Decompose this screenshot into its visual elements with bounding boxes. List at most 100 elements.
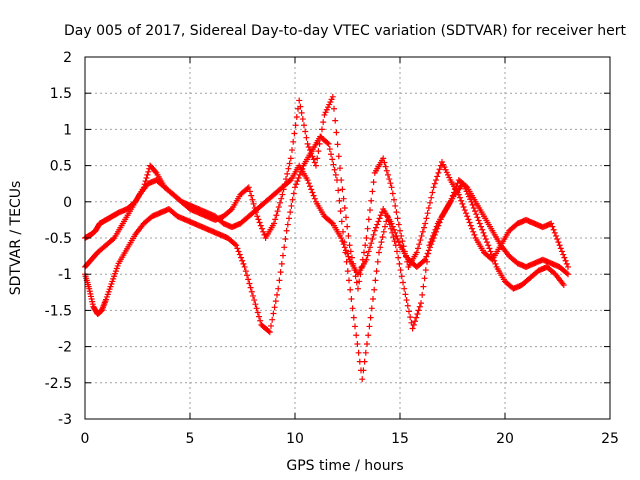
data-point: [458, 197, 465, 204]
data-point: [377, 244, 384, 251]
data-point: [301, 122, 307, 129]
data-point: [367, 314, 374, 321]
data-point: [470, 205, 477, 212]
data-point: [269, 316, 276, 323]
data-point: [363, 256, 370, 263]
data-point: [326, 146, 333, 153]
data-point: [305, 180, 312, 187]
data-point: [309, 153, 316, 160]
data-point: [332, 171, 339, 178]
data-point: [369, 236, 376, 243]
data-point: [252, 301, 259, 308]
data-point: [304, 177, 311, 184]
data-point: [292, 184, 298, 191]
data-point: [275, 285, 282, 292]
data-point: [247, 188, 253, 195]
data-point: [430, 184, 437, 191]
data-point: [395, 254, 402, 261]
data-point: [266, 329, 273, 336]
data-point: [473, 211, 480, 218]
data-point: [480, 229, 487, 236]
data-point: [490, 254, 496, 261]
data-point: [452, 186, 459, 193]
data-point: [364, 252, 371, 259]
data-point: [553, 232, 559, 239]
data-point: [385, 171, 391, 178]
data-point: [143, 175, 150, 182]
data-point: [289, 196, 296, 203]
data-point: [320, 119, 327, 126]
data-point: [466, 219, 473, 226]
data-point: [352, 323, 358, 330]
data-point: [382, 163, 389, 170]
data-point: [457, 194, 463, 201]
data-point: [562, 257, 569, 264]
data-point: [563, 270, 570, 277]
data-point: [425, 247, 432, 254]
series-track-3: [82, 162, 571, 278]
data-point: [278, 195, 285, 202]
data-point: [394, 236, 401, 243]
data-point: [449, 192, 456, 199]
data-point: [256, 219, 263, 226]
data-point: [257, 222, 264, 229]
data-point: [335, 153, 342, 160]
data-point: [332, 117, 339, 124]
data-point: [379, 233, 386, 240]
series-track-1: [82, 93, 571, 292]
data-point: [271, 304, 278, 311]
data-point: [488, 251, 495, 258]
data-point: [272, 298, 279, 305]
data-point: [425, 205, 432, 212]
data-point: [291, 130, 298, 137]
data-point: [286, 178, 293, 185]
data-point: [478, 223, 484, 230]
data-point: [343, 214, 349, 221]
data-point: [430, 235, 437, 241]
data-point: [247, 284, 254, 291]
data-point: [288, 202, 295, 209]
data-point: [403, 297, 410, 304]
data-point: [476, 220, 483, 227]
data-point: [435, 169, 442, 176]
x-tick-label: 15: [391, 431, 409, 447]
data-point: [459, 200, 466, 207]
data-point: [296, 97, 303, 104]
data-point: [394, 215, 401, 222]
data-point: [563, 260, 570, 267]
data-point: [422, 267, 429, 274]
chart-title: Day 005 of 2017, Sidereal Day-to-day VTE…: [64, 23, 626, 39]
data-point: [343, 247, 349, 254]
data-point: [329, 156, 336, 163]
data-point: [421, 257, 427, 264]
data-point: [239, 257, 246, 264]
data-point: [334, 177, 340, 184]
data-point: [254, 213, 261, 220]
x-tick-label: 0: [81, 431, 90, 447]
data-point: [340, 195, 347, 202]
data-point: [144, 171, 151, 178]
data-point: [435, 222, 442, 229]
data-point: [423, 215, 430, 222]
data-point: [276, 277, 283, 284]
data-point: [550, 226, 557, 233]
series-track-2: [82, 133, 567, 383]
data-point: [344, 223, 351, 230]
data-point: [370, 231, 377, 238]
data-point: [548, 220, 555, 227]
data-point: [392, 229, 399, 236]
data-point: [389, 223, 396, 230]
data-point: [240, 260, 247, 267]
x-tick-label: 5: [186, 431, 195, 447]
data-point: [251, 297, 258, 304]
data-point: [348, 296, 355, 303]
data-point: [386, 176, 393, 183]
data-point: [492, 260, 499, 267]
y-tick-label: -3: [58, 412, 72, 428]
data-point: [421, 275, 428, 282]
data-point: [419, 291, 426, 298]
data-point: [375, 218, 382, 225]
data-point: [345, 232, 352, 239]
data-point: [283, 176, 289, 183]
data-point: [418, 300, 424, 307]
